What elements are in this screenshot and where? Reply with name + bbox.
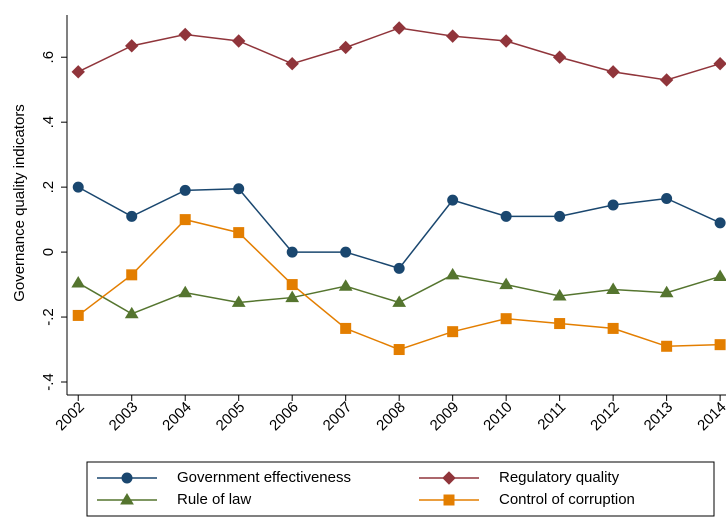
marker (447, 194, 459, 206)
legend-marker (121, 472, 133, 484)
marker (285, 57, 299, 71)
marker (179, 184, 191, 196)
marker (178, 285, 193, 298)
marker (71, 275, 86, 288)
x-tick-label: 2014 (694, 399, 726, 435)
marker (607, 322, 619, 334)
x-tick-label: 2002 (52, 399, 88, 435)
marker (499, 34, 513, 48)
marker (606, 65, 620, 79)
marker (340, 322, 352, 334)
marker (233, 227, 245, 239)
marker (286, 279, 298, 291)
marker (231, 34, 246, 48)
y-tick-label: .6 (40, 51, 57, 64)
x-tick-label: 2010 (480, 399, 516, 435)
marker (338, 40, 353, 55)
x-tick-label: 2008 (373, 399, 409, 435)
marker (233, 183, 245, 195)
marker (659, 285, 674, 298)
x-tick-label: 2005 (213, 399, 249, 435)
legend-marker (442, 471, 456, 485)
x-tick-label: 2006 (266, 399, 302, 435)
series-line (77, 274, 721, 315)
legend-label: Rule of law (177, 491, 251, 508)
marker (713, 57, 726, 71)
marker (499, 277, 514, 290)
marker (552, 288, 567, 301)
marker (607, 199, 619, 211)
marker (661, 340, 673, 352)
legend-label: Control of corruption (499, 491, 635, 508)
marker (714, 217, 726, 229)
marker (392, 295, 407, 307)
series-line (77, 186, 721, 270)
marker (126, 269, 138, 281)
x-tick-label: 2013 (641, 399, 677, 435)
x-tick-label: 2011 (534, 399, 569, 434)
marker (500, 313, 512, 325)
x-tick-label: 2004 (159, 399, 195, 435)
y-tick-label: -.4 (40, 373, 57, 391)
marker (659, 73, 674, 87)
marker (714, 339, 726, 351)
marker (445, 267, 460, 280)
y-tick-label: -.2 (40, 308, 57, 326)
legend-marker (120, 493, 134, 505)
legend-box (86, 461, 715, 517)
marker (554, 210, 566, 222)
marker (340, 246, 352, 258)
marker (554, 318, 566, 330)
marker (606, 282, 621, 294)
marker (72, 309, 84, 321)
y-tick-label: .4 (40, 116, 57, 129)
x-tick-label: 2012 (587, 399, 623, 435)
legend-label: Regulatory quality (499, 469, 620, 486)
marker (286, 246, 298, 258)
x-tick-label: 2009 (427, 399, 463, 435)
y-tick-label: .2 (40, 181, 57, 194)
legend-label: Government effectiveness (177, 469, 351, 486)
y-axis-label: Governance quality indicators (11, 104, 28, 302)
marker (445, 29, 460, 43)
marker (125, 39, 139, 53)
marker (178, 27, 192, 42)
series-line (77, 27, 721, 81)
marker (713, 269, 726, 281)
marker (124, 306, 139, 319)
marker (72, 181, 84, 193)
x-tick-label: 2007 (320, 399, 356, 435)
marker (285, 290, 300, 303)
marker (71, 65, 85, 79)
marker (393, 262, 405, 274)
marker (447, 326, 459, 338)
marker (338, 279, 353, 291)
marker (393, 344, 405, 356)
marker (126, 210, 138, 222)
marker (500, 210, 512, 222)
series-line (77, 218, 721, 351)
y-tick-label: 0 (40, 248, 57, 256)
marker (661, 193, 673, 205)
marker (392, 21, 406, 35)
marker (552, 50, 567, 64)
legend-marker (443, 494, 455, 506)
marker (179, 214, 191, 226)
x-tick-label: 2003 (106, 399, 142, 435)
marker (231, 295, 246, 307)
